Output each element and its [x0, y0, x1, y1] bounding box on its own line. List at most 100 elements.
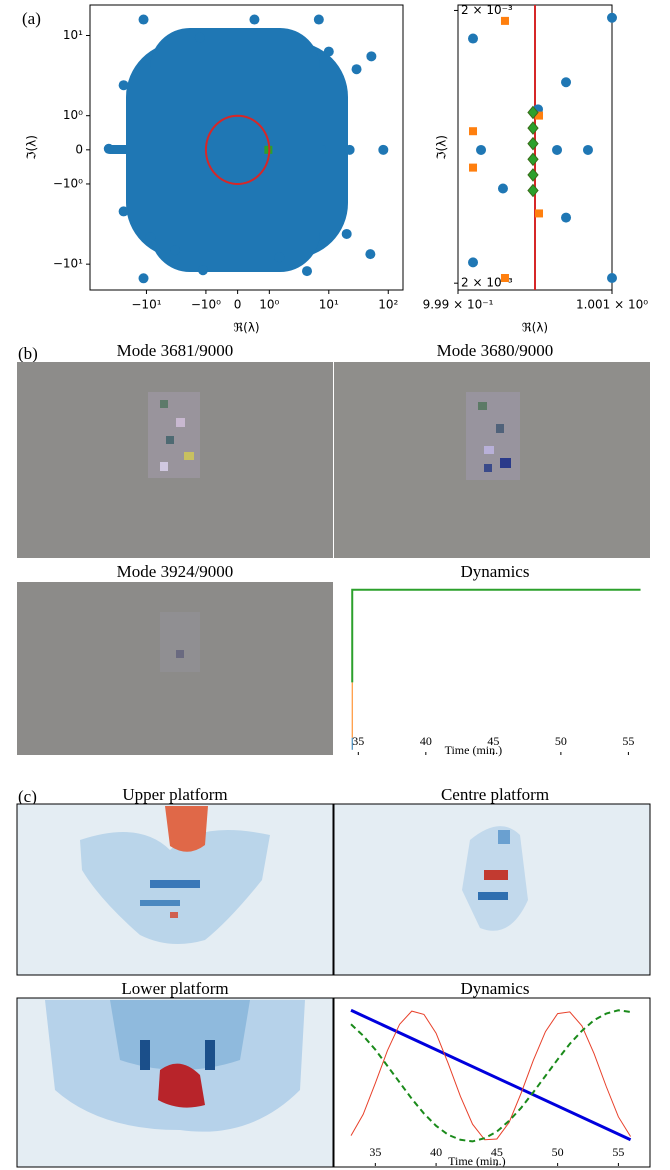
point: [583, 145, 593, 155]
image-blotch: [110, 1000, 250, 1070]
point: [366, 51, 376, 61]
image-blotch: [165, 806, 208, 852]
image-blotch: [478, 402, 487, 410]
mode-image: [17, 582, 333, 755]
heatmap-image: [334, 804, 650, 975]
x-tick-label: 35: [369, 1145, 381, 1159]
image-title: Upper platform: [122, 785, 227, 804]
point: [119, 80, 129, 90]
dense-cloud: [106, 28, 348, 272]
point: [607, 13, 617, 23]
mode-image: [334, 362, 650, 558]
image-blotch: [484, 464, 492, 472]
point: [139, 273, 149, 283]
y-tick-label: 10⁰: [63, 108, 83, 122]
x-tick-label: 50: [552, 1145, 564, 1159]
x-tick-label: 35: [352, 734, 364, 748]
x-axis-label: ℜ(λ): [522, 321, 548, 335]
x-tick-label: 9.99 × 10⁻¹: [423, 298, 494, 312]
point: [324, 47, 334, 57]
image-blotch: [484, 870, 508, 880]
point: [561, 213, 571, 223]
y-tick-label: 0: [75, 142, 83, 156]
point: [170, 245, 180, 255]
chart-title: Dynamics: [461, 979, 530, 998]
image-blotch: [176, 650, 184, 658]
x-tick-label: 10¹: [319, 298, 339, 312]
image-blotch: [140, 900, 180, 906]
figure-canvas: (a) (b) Mode 3681/9000 Mode 3680/9000 Mo…: [0, 0, 670, 1170]
point: [104, 144, 114, 154]
x-tick-label: −10⁰: [191, 298, 221, 312]
point: [139, 15, 149, 25]
panel-label: (b): [18, 344, 38, 363]
chart-title: Dynamics: [461, 562, 530, 581]
point: [469, 127, 477, 135]
image-blotch: [496, 424, 504, 433]
x-tick-label: 50: [555, 734, 567, 748]
image-title: Mode 3680/9000: [437, 341, 554, 360]
point: [501, 17, 509, 25]
point: [314, 15, 324, 25]
point: [195, 33, 205, 43]
image-blotch: [466, 392, 520, 480]
image-blotch: [160, 462, 168, 471]
point: [352, 64, 362, 74]
image-blotch: [176, 418, 185, 427]
y-axis-label: ℑ(λ): [435, 135, 449, 160]
x-axis-label: ℜ(λ): [233, 321, 259, 335]
point: [607, 273, 617, 283]
y-tick-label: 10¹: [63, 28, 83, 42]
image-blotch: [160, 400, 168, 408]
image-blotch: [184, 452, 194, 460]
x-tick-label: 0: [234, 298, 242, 312]
plot-bg: [334, 582, 650, 755]
heatmap-image: [17, 804, 333, 975]
point: [119, 206, 129, 216]
image-blotch: [484, 446, 494, 454]
image-blotch: [148, 392, 200, 478]
image-blotch: [478, 892, 508, 900]
cloud-spur: [106, 145, 326, 154]
point: [535, 209, 543, 217]
point: [469, 164, 477, 172]
image-blotch: [150, 880, 200, 888]
point: [378, 145, 388, 155]
point: [145, 232, 155, 242]
image-blotch: [140, 1040, 150, 1070]
x-axis-label: Time (min.): [448, 1154, 506, 1168]
x-tick-label: 10⁰: [259, 298, 279, 312]
x-tick-label: 55: [612, 1145, 624, 1159]
point: [345, 145, 355, 155]
image-blotch: [205, 1040, 215, 1070]
point: [342, 229, 352, 239]
mode-image: [17, 362, 333, 558]
y-tick-label: −10¹: [53, 257, 83, 271]
y-tick-label: 2 × 10⁻³: [461, 3, 513, 17]
image-title: Lower platform: [121, 979, 228, 998]
x-tick-label: 10²: [378, 298, 398, 312]
image-title: Mode 3681/9000: [117, 341, 234, 360]
image-blotch: [498, 830, 510, 844]
point: [302, 266, 312, 276]
x-tick-label: 40: [420, 734, 432, 748]
point: [561, 77, 571, 87]
image-blotch: [160, 612, 200, 672]
image-blotch: [166, 436, 174, 444]
x-axis-label: Time (min.): [445, 743, 503, 757]
point: [552, 145, 562, 155]
x-tick-label: 1.001 × 10⁰: [576, 298, 648, 312]
point: [274, 252, 284, 262]
y-tick-label: −10⁰: [53, 176, 83, 190]
figure: (a) (b) Mode 3681/9000 Mode 3680/9000 Mo…: [0, 0, 670, 1170]
point: [198, 265, 208, 275]
point: [468, 257, 478, 267]
x-tick-label: 40: [430, 1145, 442, 1159]
panel-label: (a): [22, 9, 41, 28]
image-blotch: [170, 912, 178, 918]
point: [476, 145, 486, 155]
panel-label: (c): [18, 787, 37, 806]
image-blotch: [500, 458, 511, 468]
x-tick-label: −10¹: [131, 298, 161, 312]
point: [501, 274, 509, 282]
